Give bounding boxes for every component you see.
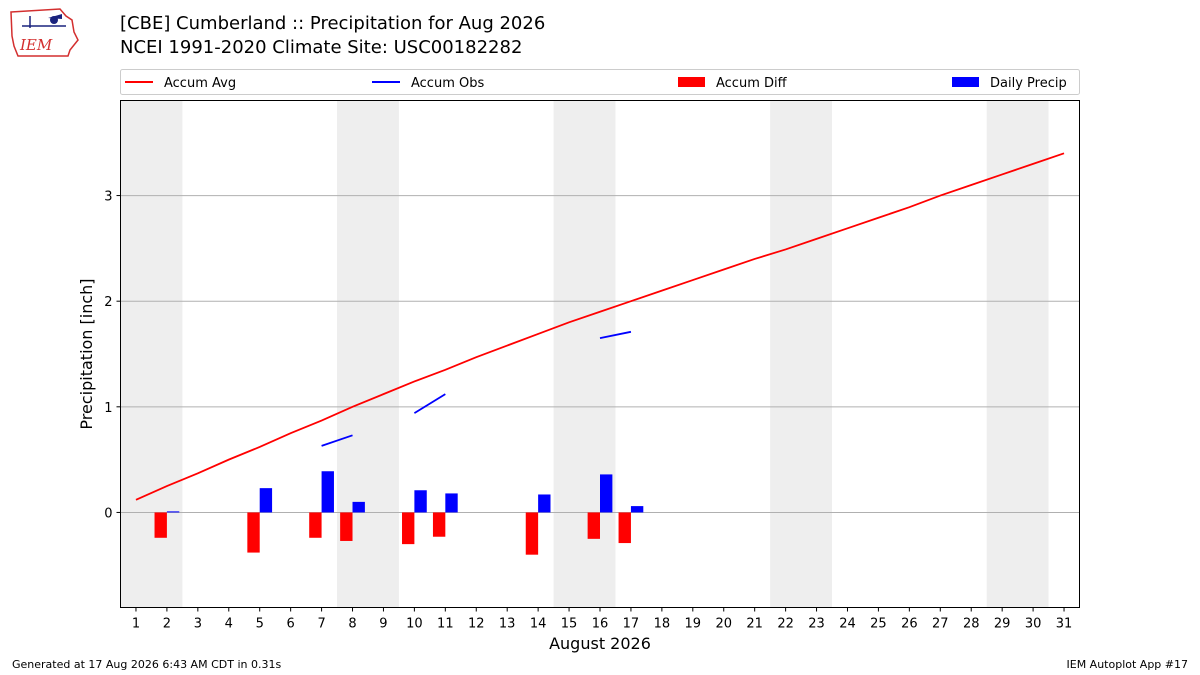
chart-title: [CBE] Cumberland :: Precipitation for Au… — [120, 13, 546, 34]
accum-obs-line — [413, 393, 446, 414]
x-tick-label: 23 — [808, 617, 825, 632]
accum-obs-line — [599, 330, 632, 340]
legend-swatch-bar — [678, 77, 705, 87]
x-tick-label: 27 — [932, 617, 949, 632]
daily-precip-bar — [166, 511, 180, 513]
y-tick-label: 1 — [104, 401, 112, 416]
x-tick-label: 15 — [561, 617, 578, 632]
footer-generated-text: Generated at 17 Aug 2026 6:43 AM CDT in … — [12, 658, 282, 671]
x-tick-label: 9 — [379, 617, 387, 632]
daily-precip-bar — [352, 501, 365, 513]
daily-precip-bar — [538, 494, 551, 513]
accum-diff-bar — [587, 512, 600, 539]
x-tick-label: 3 — [194, 617, 202, 632]
daily-precip-bar — [321, 471, 334, 513]
accum-diff-bar — [247, 512, 260, 553]
x-tick-label: 5 — [256, 617, 264, 632]
x-tick-label: 20 — [715, 617, 732, 632]
logo-text: IEM — [19, 36, 53, 54]
x-tick-label: 21 — [746, 617, 763, 632]
x-tick-label: 8 — [348, 617, 356, 632]
accum-avg-line — [135, 152, 1065, 501]
x-tick-label: 2 — [163, 617, 171, 632]
x-tick-label: 6 — [287, 617, 295, 632]
daily-precip-bar — [259, 488, 273, 513]
y-tick-label: 0 — [104, 506, 112, 521]
weekend-band — [553, 100, 616, 608]
x-tick-label: 30 — [1025, 617, 1042, 632]
x-tick-label: 1 — [132, 617, 140, 632]
x-tick-label: 11 — [437, 617, 454, 632]
x-tick-label: 31 — [1056, 617, 1073, 632]
x-tick-label: 29 — [994, 617, 1011, 632]
legend-label: Accum Avg — [164, 76, 236, 91]
legend-label: Daily Precip — [990, 76, 1067, 91]
x-tick-label: 24 — [839, 617, 856, 632]
x-tick-label: 17 — [623, 617, 640, 632]
accum-diff-bar — [432, 512, 446, 537]
x-tick-label: 7 — [317, 617, 325, 632]
x-tick-label: 19 — [685, 617, 702, 632]
daily-precip-bar — [445, 493, 458, 513]
x-tick-label: 22 — [777, 617, 794, 632]
weekend-band — [120, 100, 183, 608]
chart-subtitle: NCEI 1991-2020 Climate Site: USC00182282 — [120, 37, 523, 58]
x-axis-label: August 2026 — [549, 634, 651, 653]
x-tick-label: 26 — [901, 617, 918, 632]
x-tick-label: 13 — [499, 617, 516, 632]
weekend-band — [770, 100, 833, 608]
accum-diff-bar — [340, 512, 353, 541]
weekend-band — [986, 100, 1049, 608]
y-axis-label: Precipitation [inch] — [77, 278, 96, 429]
x-tick-label: 4 — [225, 617, 233, 632]
daily-precip-bar — [600, 474, 613, 513]
x-tick-label: 10 — [406, 617, 423, 632]
x-tick-label: 18 — [654, 617, 671, 632]
legend-frame — [120, 69, 1080, 95]
accum-obs-line — [321, 434, 353, 447]
x-tick-label: 14 — [530, 617, 547, 632]
accum-diff-bar — [309, 512, 322, 538]
daily-precip-bar — [414, 490, 427, 513]
legend-swatch-bar — [952, 77, 979, 87]
daily-precip-bar — [630, 506, 644, 513]
x-tick-label: 16 — [592, 617, 609, 632]
accum-diff-bar — [154, 512, 167, 538]
y-tick-label: 3 — [104, 190, 112, 205]
accum-diff-bar — [618, 512, 631, 544]
footer-app-text: IEM Autoplot App #17 — [1066, 658, 1189, 671]
y-tick-label: 2 — [104, 295, 112, 310]
bars — [154, 471, 644, 555]
x-tick-label: 12 — [468, 617, 485, 632]
lines — [135, 152, 1065, 501]
x-tick-label: 28 — [963, 617, 980, 632]
iem-logo: IEM — [10, 8, 79, 57]
legend-label: Accum Obs — [411, 76, 484, 91]
x-tick-label: 25 — [870, 617, 887, 632]
accum-diff-bar — [525, 512, 539, 555]
accum-diff-bar — [402, 512, 415, 545]
legend: Accum Avg Accum Obs Accum Diff Daily Precip — [120, 69, 1080, 95]
legend-label: Accum Diff — [716, 76, 788, 91]
